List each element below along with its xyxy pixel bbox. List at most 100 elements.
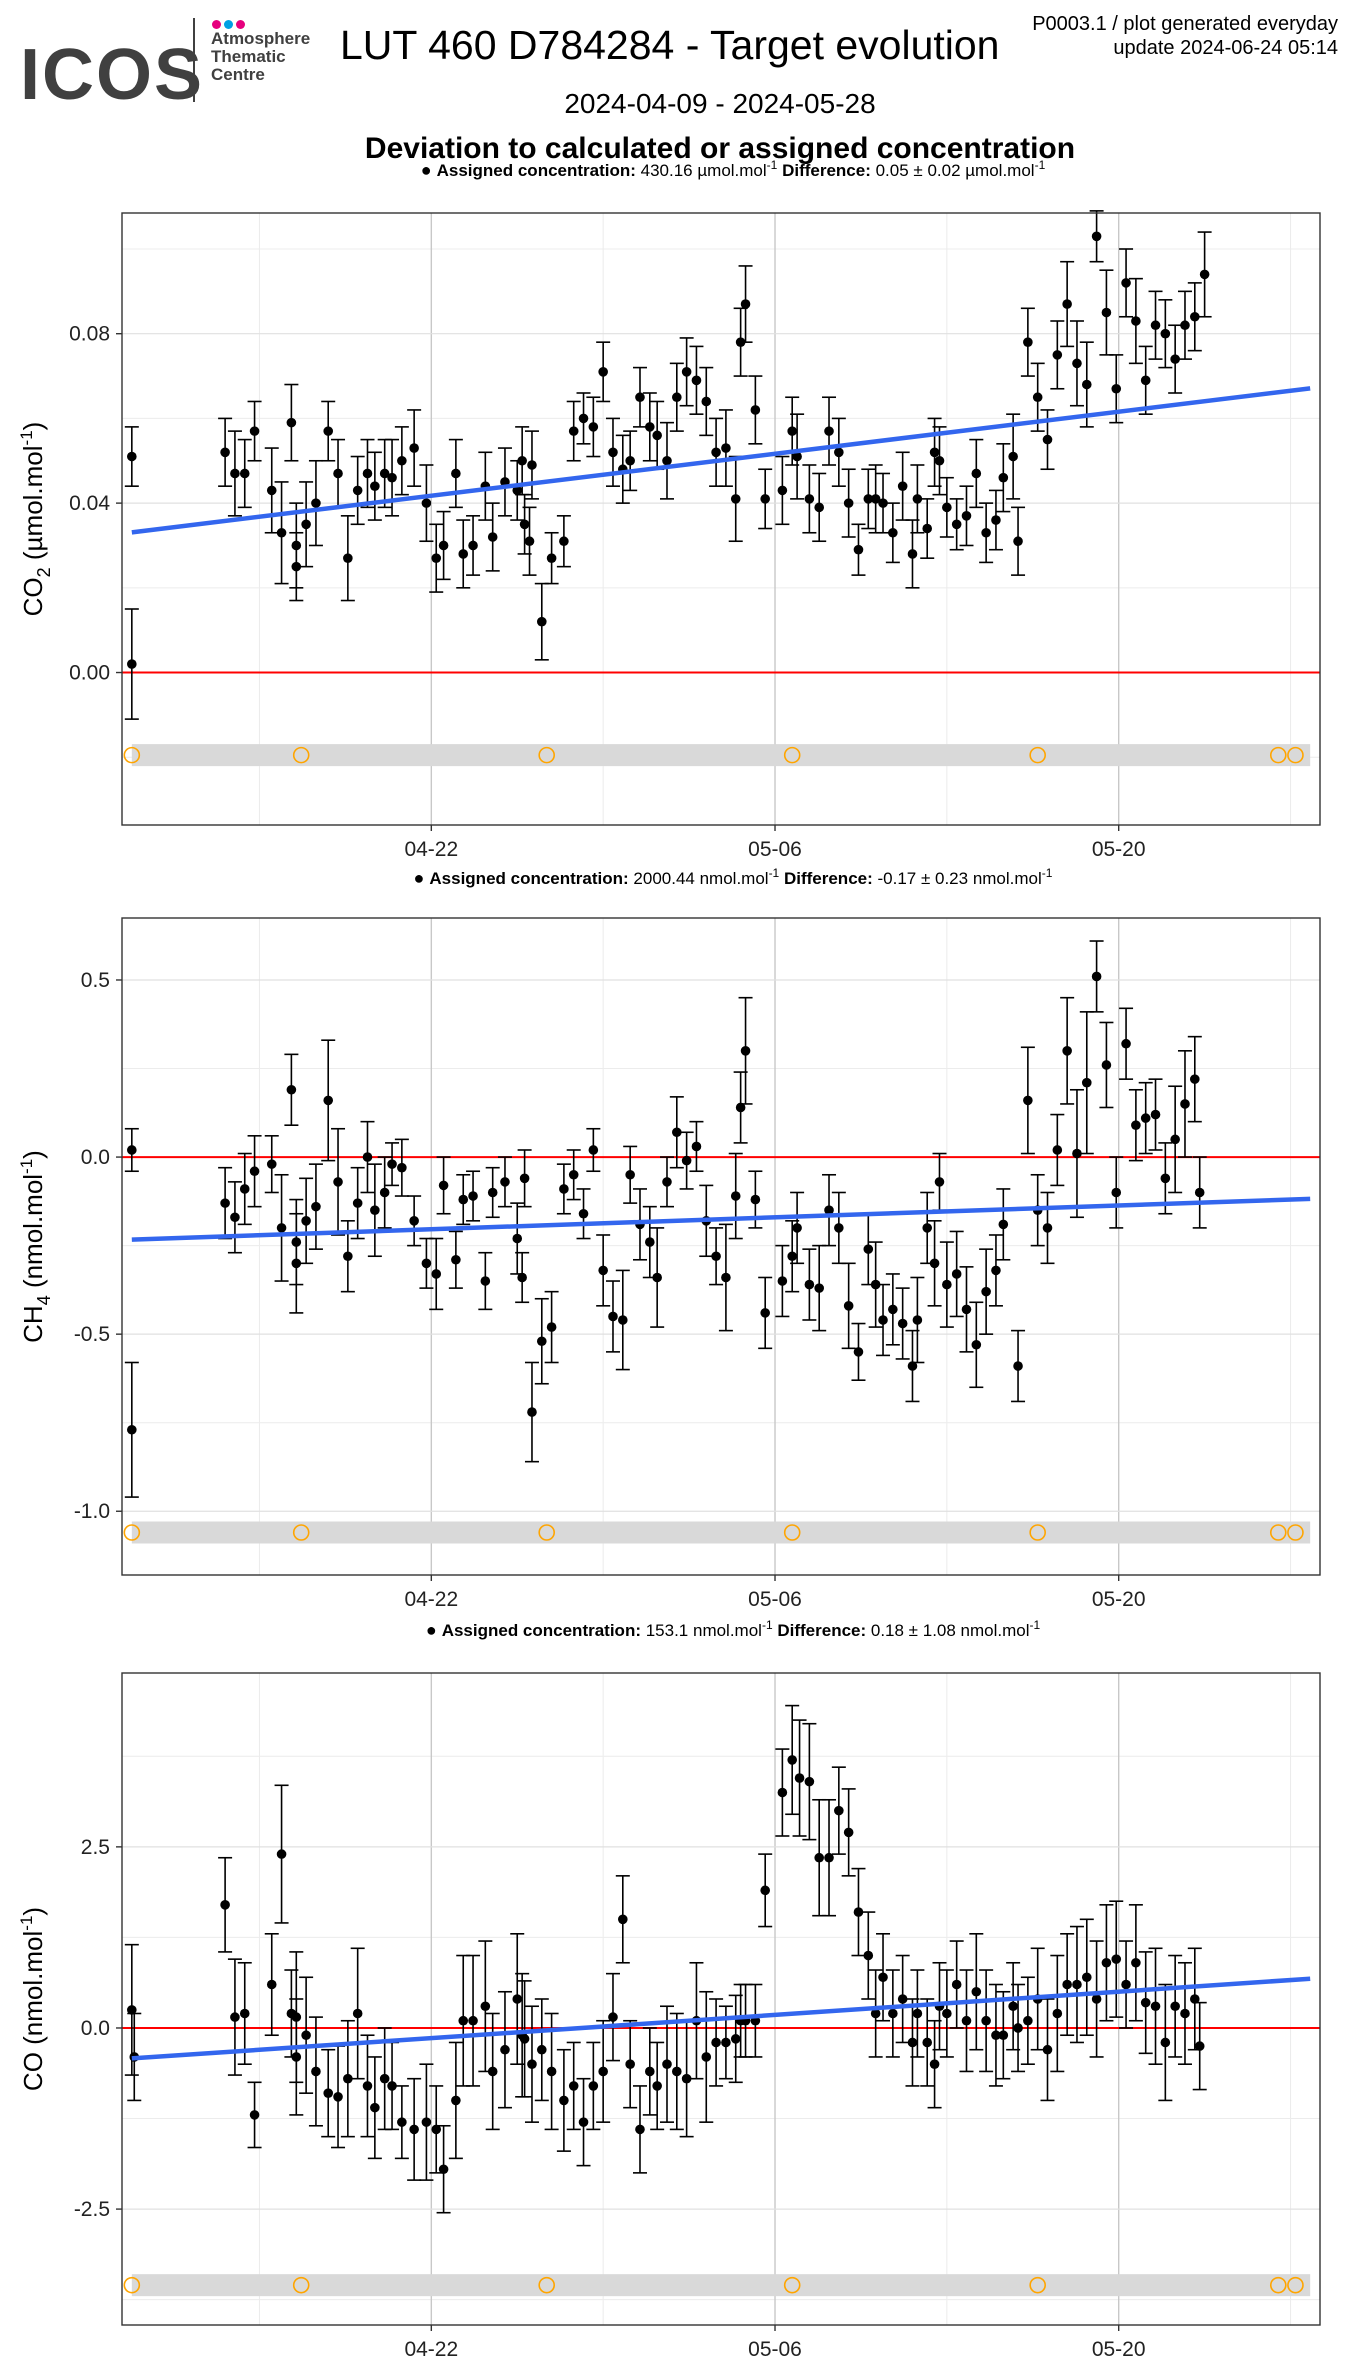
data-point [971,1986,982,1997]
data-point [559,2095,569,2106]
data-point [750,405,761,415]
legend-unit-exponent: -1 [1030,1618,1041,1632]
calibration-band [131,1521,1311,1544]
y-tick-label: 0.00 [69,662,110,685]
legend-label: Assigned concentration: [442,1621,646,1640]
data-point [311,1201,321,1212]
data-point [691,375,702,386]
data-point [662,455,672,466]
data-point [568,1169,579,1180]
generation-note: P0003.1 / plot generated everyday [1032,13,1338,35]
data-point [1062,1046,1072,1056]
data-point [853,1347,864,1357]
y-axis-label-close: ) [18,1907,48,1916]
data-point [787,426,797,436]
x-tick-label: 05-06 [748,838,802,861]
data-point [1160,2037,1171,2048]
data-point [870,1279,881,1290]
data-point [1140,375,1151,386]
calibration-marker [538,1524,556,1541]
data-point [239,2008,250,2019]
data-point [249,1166,260,1177]
data-point [794,1773,805,1783]
calibration-marker [538,2276,556,2294]
data-point [878,1315,888,1325]
data-point [301,519,311,530]
data-point [929,447,940,458]
trend-line [131,386,1311,535]
data-point [1013,536,1023,547]
data-point [721,443,731,453]
data-point [333,468,343,479]
data-point [1111,383,1122,394]
data-point [897,1994,908,2004]
data-point [645,422,655,432]
data-point [1091,971,1102,982]
data-point [942,502,952,513]
calibration-marker [123,746,141,764]
data-point [618,1914,628,1925]
data-point [711,1251,721,1262]
data-point [1042,434,1053,445]
data-point [438,540,449,551]
data-point [760,1308,770,1318]
data-point [352,485,363,496]
data-point [907,549,918,559]
data-point [1140,1113,1151,1123]
y-axis-label-main: CO [18,577,48,616]
trend-line [131,1976,1311,2061]
data-point [1091,231,1102,242]
data-point [618,1315,628,1325]
legend-unit-exponent: -1 [769,866,780,880]
data-point [266,485,277,496]
data-point [480,2001,491,2012]
data-point [863,1950,874,1961]
data-point [333,2092,343,2102]
data-point [588,422,599,432]
data-point [1170,354,1180,364]
calibration-marker [292,2276,310,2294]
x-tick-label: 04-22 [404,1588,458,1611]
y-axis-label-unit: (nmol.mol [18,1174,48,1295]
data-point [672,1127,682,1138]
data-point [961,2015,972,2026]
chart-panel-co2: ● Assigned concentration: 430.16 µmol.mo… [17,158,1321,861]
data-point [912,2008,923,2019]
data-point [1042,2044,1053,2055]
y-tick-label: 0.04 [69,492,110,515]
data-point [291,2052,302,2062]
data-point [568,426,579,436]
x-tick-label: 04-22 [404,838,458,861]
update-timestamp: update 2024-06-24 05:14 [1113,37,1338,59]
data-point [1081,379,1092,390]
data-point [409,443,419,453]
y-axis-label: CO2 (µmol.mol-1) [17,422,54,617]
data-point [1189,311,1200,322]
data-point [934,455,945,466]
data-point [1052,1145,1063,1155]
data-point [291,540,302,551]
y-tick-label: 0.08 [69,323,110,346]
data-point [431,2124,442,2135]
data-point [888,2008,898,2019]
legend-diff-label: Difference: [773,1621,871,1640]
data-point [276,1849,287,1859]
data-point [998,2030,1009,2041]
data-point [635,392,645,403]
legend-diff-value: 0.18 ± 1.08 nmol.mol [871,1621,1030,1640]
legend-unit-exponent: -1 [1042,866,1053,880]
data-point [1023,1095,1033,1106]
data-point [379,468,390,479]
data-point [1194,2041,1205,2051]
data-point [286,417,297,428]
data-point [730,1191,741,1201]
data-point [760,494,770,504]
data-point [1072,1979,1082,1990]
data-point [777,1276,788,1286]
calibration-marker [1029,1524,1046,1541]
data-point [387,1159,397,1169]
calibration-band [131,2274,1311,2297]
data-point [929,2059,940,2069]
data-point [536,616,547,627]
legend-diff-value: 0.05 ± 0.02 µmol.mol [876,161,1035,180]
